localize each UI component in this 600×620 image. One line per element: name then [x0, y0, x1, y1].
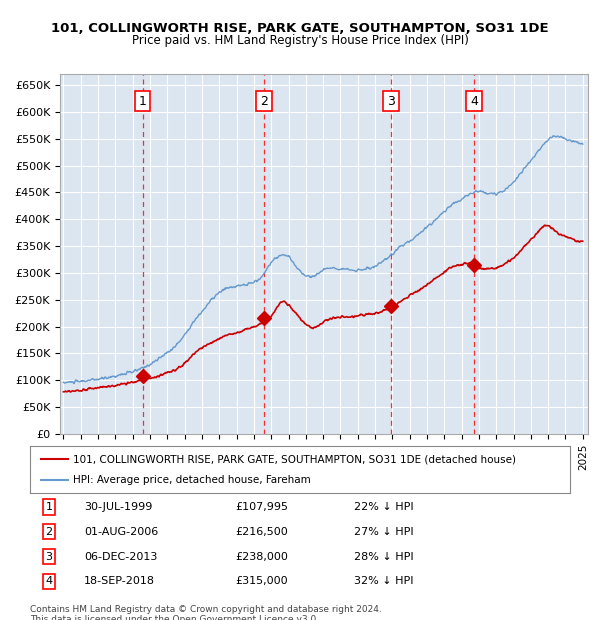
Text: 1: 1 — [46, 502, 52, 512]
Text: £238,000: £238,000 — [235, 552, 288, 562]
Text: 3: 3 — [46, 552, 52, 562]
Text: Price paid vs. HM Land Registry's House Price Index (HPI): Price paid vs. HM Land Registry's House … — [131, 34, 469, 47]
Text: Contains HM Land Registry data © Crown copyright and database right 2024.
This d: Contains HM Land Registry data © Crown c… — [30, 604, 382, 620]
Text: 1: 1 — [139, 95, 146, 108]
Text: 4: 4 — [470, 95, 478, 108]
Text: 4: 4 — [46, 577, 52, 587]
Text: HPI: Average price, detached house, Fareham: HPI: Average price, detached house, Fare… — [73, 475, 311, 485]
Text: 28% ↓ HPI: 28% ↓ HPI — [354, 552, 413, 562]
Text: 32% ↓ HPI: 32% ↓ HPI — [354, 577, 413, 587]
Text: 06-DEC-2013: 06-DEC-2013 — [84, 552, 157, 562]
Text: 18-SEP-2018: 18-SEP-2018 — [84, 577, 155, 587]
Text: 2: 2 — [260, 95, 268, 108]
Text: 2: 2 — [46, 527, 52, 537]
Text: 01-AUG-2006: 01-AUG-2006 — [84, 527, 158, 537]
Text: 30-JUL-1999: 30-JUL-1999 — [84, 502, 152, 512]
Text: 101, COLLINGWORTH RISE, PARK GATE, SOUTHAMPTON, SO31 1DE (detached house): 101, COLLINGWORTH RISE, PARK GATE, SOUTH… — [73, 454, 516, 464]
Text: 3: 3 — [387, 95, 395, 108]
Text: 27% ↓ HPI: 27% ↓ HPI — [354, 527, 413, 537]
Text: 22% ↓ HPI: 22% ↓ HPI — [354, 502, 413, 512]
Text: 101, COLLINGWORTH RISE, PARK GATE, SOUTHAMPTON, SO31 1DE: 101, COLLINGWORTH RISE, PARK GATE, SOUTH… — [51, 22, 549, 35]
Text: £315,000: £315,000 — [235, 577, 288, 587]
Text: £216,500: £216,500 — [235, 527, 288, 537]
Text: £107,995: £107,995 — [235, 502, 288, 512]
